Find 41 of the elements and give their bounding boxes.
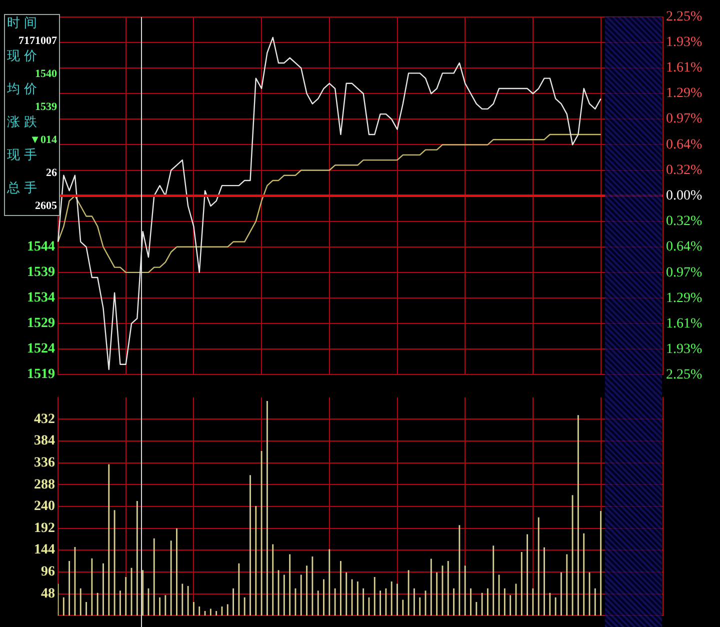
text: ▼014 — [28, 132, 57, 148]
y2-tick-label: 1.29% — [666, 86, 702, 101]
text: 现手 — [7, 148, 42, 164]
y2-tick-label: 1.93% — [666, 342, 702, 357]
text: 7171007 — [18, 34, 57, 48]
text: 2605 — [34, 198, 57, 214]
y2-tick-label: 2.25% — [666, 10, 702, 25]
y-tick-label: 1544 — [27, 239, 55, 254]
text: 涨跌 — [7, 115, 42, 132]
text: 现价 — [7, 49, 42, 66]
y2-tick-label: 0.97% — [666, 111, 702, 126]
y2-tick-label: 1.61% — [666, 60, 702, 76]
text: 均价 — [7, 82, 42, 98]
y-tick-label: 48 — [41, 586, 55, 602]
y-tick-label: 1534 — [27, 290, 55, 306]
y-tick-label: 96 — [41, 564, 55, 580]
text: 总手 — [7, 181, 42, 198]
y2-tick-label: 1.61% — [666, 316, 702, 332]
y2-tick-label: 0.64% — [666, 239, 702, 254]
y-tick-label: 432 — [34, 412, 55, 427]
y2-tick-label: 0.32% — [666, 163, 702, 178]
y-tick-label: 1539 — [27, 265, 55, 280]
y-tick-label: 1519 — [27, 367, 55, 382]
y-tick-label: 144 — [34, 542, 55, 558]
y2-tick-label: 0.97% — [666, 266, 702, 281]
y2-tick-label: 0.00% — [666, 188, 702, 204]
y2-tick-label: 1.29% — [666, 290, 702, 306]
y-tick-label: 240 — [34, 499, 55, 514]
y2-tick-label: 0.32% — [666, 214, 702, 229]
y-tick-label: 336 — [34, 455, 55, 470]
y2-tick-label: 0.64% — [666, 138, 702, 153]
y-tick-label: 1529 — [27, 316, 55, 332]
y2-tick-label: 2.25% — [666, 367, 702, 382]
text: 时间 — [7, 16, 42, 32]
y-tick-label: 384 — [34, 434, 55, 449]
y-tick-label: 288 — [34, 477, 55, 492]
text: 26 — [45, 166, 57, 180]
y-tick-label: 192 — [34, 520, 55, 536]
y2-tick-label: 1.93% — [666, 35, 702, 50]
text: 1540 — [34, 66, 57, 82]
y-tick-label: 1524 — [27, 342, 55, 357]
